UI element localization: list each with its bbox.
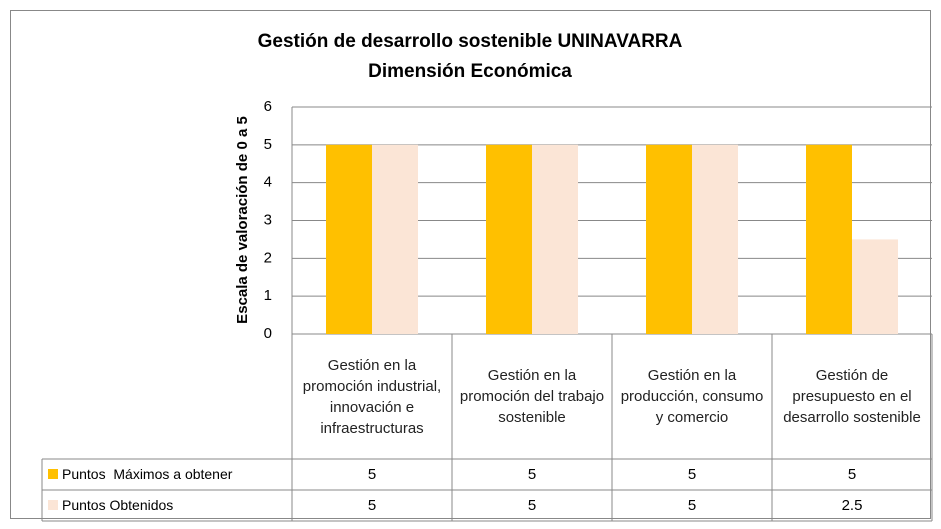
x-tick-label: Gestión en la promoción del trabajo sost… [459, 367, 605, 426]
legend-entry: Puntos Obtenidos [48, 490, 173, 521]
bar [806, 144, 852, 334]
y-tick-label: 6 [264, 98, 272, 115]
legend-key [48, 500, 58, 510]
bar [852, 239, 898, 334]
bar [326, 144, 372, 334]
table-value: 2.5 [841, 497, 863, 514]
x-tick-label: Gestión en la producción, consumo y come… [620, 367, 764, 426]
table-value: 5 [847, 466, 857, 483]
y-tick-label: 0 [264, 325, 272, 342]
table-value: 5 [687, 497, 697, 514]
x-tick-label: Gestión de presupuesto en el desarrollo … [783, 367, 921, 426]
table-value: 5 [367, 466, 377, 483]
chart-subtitle: Dimensión Económica [368, 61, 572, 82]
chart-border [10, 10, 931, 519]
data-table-lines [41, 334, 933, 522]
bar [646, 144, 692, 334]
bar [692, 144, 738, 334]
bar [486, 144, 532, 334]
legend-entry: Puntos Máximos a obtener [48, 459, 232, 490]
y-tick-label: 2 [264, 249, 272, 266]
x-tick-label: Gestión en la promoción industrial, inno… [302, 356, 442, 437]
bar [532, 144, 578, 334]
y-tick-label: 4 [264, 174, 272, 191]
bar [372, 144, 418, 334]
y-axis-label: Escala de valoración de 0 a 5 [234, 116, 251, 324]
legend-key [48, 469, 58, 479]
table-value: 5 [527, 497, 537, 514]
table-value: 5 [367, 497, 377, 514]
y-tick-label: 1 [264, 287, 272, 304]
y-tick-label: 3 [264, 211, 272, 228]
legend-label: Puntos Máximos a obtener [62, 466, 233, 482]
y-tick-label: 5 [264, 136, 272, 153]
table-value: 5 [687, 466, 697, 483]
legend-label: Puntos Obtenidos [62, 497, 174, 513]
table-value: 5 [527, 466, 537, 483]
chart-title: Gestión de desarrollo sostenible UNINAVA… [258, 31, 683, 52]
